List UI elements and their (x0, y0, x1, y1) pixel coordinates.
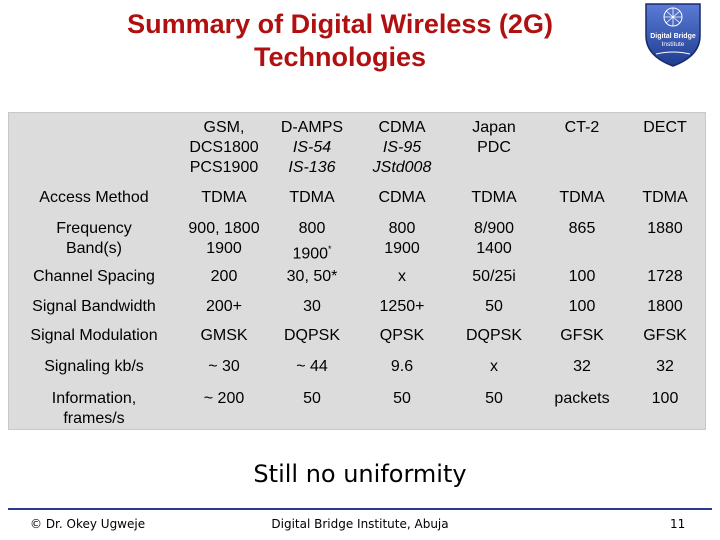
table-cell: GFSK (643, 327, 687, 345)
table-row: Information, frames/s ~ 200 50 50 50 pack… (8, 387, 706, 434)
table-cell: 800 1900 (384, 220, 420, 257)
table-cell: GFSK (560, 327, 604, 345)
table-cell: 800 1900* (292, 220, 332, 263)
table-cell: GMSK (200, 327, 248, 345)
table-cell: 32 (573, 358, 591, 376)
logo-text-line-1: Digital Bridge (650, 33, 696, 40)
table-cell: 8/900 1400 (473, 220, 515, 257)
table-cell: DQPSK (465, 327, 522, 345)
header-cell-ct2: CT-2 (564, 119, 600, 136)
table-cell: 50 (485, 298, 503, 316)
footer-divider (8, 508, 712, 510)
table-cell: 1880 (647, 220, 683, 237)
table-header-row: GSM, DCS1800 PCS1900 D-AMPS IS-54 IS-136 CDM… (8, 112, 706, 184)
table-cell: 50 (485, 390, 503, 408)
table-cell: packets (554, 390, 610, 408)
footer-institution: Digital Bridge Institute, Abuja (271, 517, 449, 531)
slide-title-line-1: Summary of Digital Wireless (2G) (127, 9, 553, 39)
table-cell: 1250+ (379, 298, 425, 316)
table-row: Signal Modulation GMSK DQPSK QPSK DQPSK … (8, 324, 706, 353)
table-row: Access Method TDMA TDMA CDMA TDMA TDMA T… (8, 184, 706, 217)
row-label: Channel Spacing (33, 268, 155, 286)
row-label: Frequency Band(s) (56, 220, 132, 257)
table-cell: 50 (303, 390, 321, 408)
header-corner (8, 112, 180, 184)
table-cell: 30 (303, 298, 321, 316)
header-cell-japan-pdc: Japan PDC (472, 119, 516, 156)
table-cell: 900, 1800 1900 (188, 220, 260, 257)
table-cell: 100 (651, 390, 679, 408)
technology-table: GSM, DCS1800 PCS1900 D-AMPS IS-54 IS-136 CDM… (8, 112, 706, 434)
table-row: Channel Spacing 200 30, 50* x 50/25i 100… (8, 264, 706, 295)
table-background (8, 112, 706, 430)
table-cell: x (490, 358, 498, 376)
table-cell: DQPSK (283, 327, 340, 345)
header-cell-damps: D-AMPS IS-54 IS-136 (280, 119, 344, 176)
row-label: Information, frames/s (51, 390, 137, 428)
footer-author: © Dr. Okey Ugweje (30, 517, 146, 531)
table-cell: ~ 44 (296, 358, 328, 376)
table-cell: 200+ (205, 298, 243, 316)
slide-subtitle: Still no uniformity (253, 460, 467, 488)
slide-number: 11 (670, 517, 686, 531)
table-row: Signaling kb/s ~ 30 ~ 44 9.6 x 32 32 (8, 353, 706, 387)
table-cell: QPSK (379, 327, 425, 345)
table-cell: 30, 50* (286, 268, 338, 286)
table-cell: CDMA (378, 189, 426, 206)
table-row: Signal Bandwidth 200+ 30 1250+ 50 100 18… (8, 295, 706, 324)
table-cell: ~ 200 (203, 390, 245, 408)
table-cell: 865 (568, 220, 596, 237)
header-cell-dect: DECT (643, 119, 687, 136)
table-cell: 9.6 (390, 358, 414, 376)
table-cell: 200 (210, 268, 238, 286)
table-cell: 32 (656, 358, 674, 376)
table-cell: 50 (393, 390, 411, 408)
table-cell: TDMA (289, 189, 335, 206)
table-cell: x (398, 268, 406, 286)
table-cell: ~ 30 (208, 358, 240, 376)
table-cell: 1728 (647, 268, 683, 286)
row-label: Access Method (39, 189, 149, 206)
row-label: Signal Modulation (30, 327, 158, 345)
table-cell: TDMA (201, 189, 247, 206)
table-cell: 100 (568, 298, 596, 316)
table-cell: TDMA (642, 189, 688, 206)
table-cell: TDMA (471, 189, 517, 206)
row-label: Signal Bandwidth (32, 298, 156, 316)
institute-logo: Digital Bridge Institute (645, 3, 701, 67)
slide-title: Summary of Digital Wireless (2G) Technol… (40, 8, 640, 74)
table-row: Frequency Band(s) 900, 1800 1900 800 1900* … (8, 217, 706, 264)
table-cell: 1800 (647, 298, 683, 316)
row-label: Signaling kb/s (44, 358, 144, 376)
table-cell: 50/25i (472, 268, 516, 286)
table-cell: TDMA (559, 189, 605, 206)
table-cell: 100 (568, 268, 596, 286)
header-cell-gsm: GSM, DCS1800 PCS1900 (189, 119, 259, 176)
slide-title-line-2: Technologies (253, 42, 427, 72)
header-cell-cdma: CDMA IS-95 JStd008 (372, 119, 432, 176)
logo-text-line-2: Institute (662, 41, 685, 48)
